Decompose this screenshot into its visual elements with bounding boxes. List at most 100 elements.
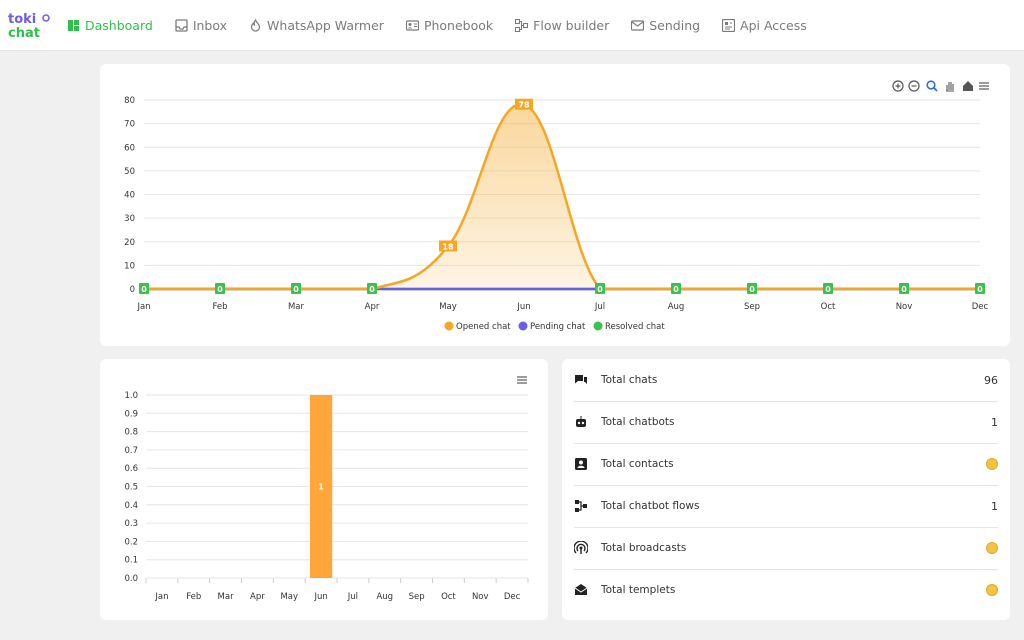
stat-row-total-chatbot-flows: Total chatbot flows 1 xyxy=(574,485,998,528)
data-label: 0 xyxy=(975,283,985,294)
pan-icon[interactable] xyxy=(946,82,954,92)
svg-text:Pending chat: Pending chat xyxy=(530,322,586,332)
chart-legend: Opened chat Pending chat Resolved chat xyxy=(444,321,666,333)
x-tick-label: Jan xyxy=(136,302,150,312)
nav-item-label: Inbox xyxy=(192,17,228,33)
data-label: 78 xyxy=(515,98,533,110)
x-tick-label: May xyxy=(439,302,457,312)
bar[interactable] xyxy=(309,395,333,578)
nav-item-inbox[interactable]: Inbox xyxy=(175,18,227,33)
data-label: 0 xyxy=(291,283,301,294)
top-navbar: toki chat Dashboard Inbox WhatsApp Warmer P… xyxy=(0,0,1024,51)
svg-text:0: 0 xyxy=(749,285,755,294)
y-tick-label: 0.9 xyxy=(124,409,138,419)
x-tick-label: Sep xyxy=(409,592,425,602)
legend-item[interactable]: Opened chat xyxy=(444,321,512,333)
svg-text:0: 0 xyxy=(901,285,907,294)
y-tick-label: 30 xyxy=(124,214,135,224)
nav-item-dashboard[interactable]: Dashboard xyxy=(67,18,153,33)
stats-card: Total chats 96 Total chatbots 1 Total contac… xyxy=(562,359,1010,620)
data-label: 0 xyxy=(671,283,681,294)
robot-icon xyxy=(576,416,586,427)
stat-row-total-contacts: Total contacts xyxy=(574,443,998,486)
data-label: 0 xyxy=(747,283,757,294)
data-label: 0 xyxy=(823,283,833,294)
data-label: 0 xyxy=(595,283,605,294)
svg-text:78: 78 xyxy=(518,101,530,110)
nav-item-label: Flow builder xyxy=(533,17,610,33)
stat-value: 1 xyxy=(991,499,998,513)
y-tick-label: 0.4 xyxy=(124,501,138,511)
data-label: 0 xyxy=(139,283,149,294)
loading-emoji-icon xyxy=(986,458,998,470)
nav-item-sending[interactable]: Sending xyxy=(631,18,700,33)
monthly-bar-chart: 1.0 0.9 0.8 0.7 0.6 0.5 0.4 0.3 0.2 0.1 0.0 Jan Feb M… xyxy=(124,376,529,602)
y-tick-label: 60 xyxy=(124,143,135,153)
contact-card-icon xyxy=(405,19,419,31)
fire-icon xyxy=(250,18,261,32)
template-icon xyxy=(574,584,588,595)
x-tick-label: Aug xyxy=(668,302,685,312)
toki-chat-logo[interactable]: toki chat xyxy=(8,10,52,40)
x-tick-label: Oct xyxy=(441,592,456,602)
inbox-icon xyxy=(175,18,188,32)
nav-item-label: Sending xyxy=(649,17,701,33)
stat-row-total-templets: Total templets xyxy=(574,569,998,611)
x-tick-label: May xyxy=(280,592,298,602)
svg-text:Opened chat: Opened chat xyxy=(456,322,511,332)
stat-label: Total chatbot flows xyxy=(601,500,700,512)
opened-chat-area xyxy=(144,104,980,289)
x-tick-label: Jul xyxy=(347,592,358,602)
x-tick-label: Oct xyxy=(821,302,836,312)
y-tick-label: 0 xyxy=(130,285,135,295)
x-tick-label: Dec xyxy=(504,592,521,602)
x-tick-label: Sep xyxy=(744,302,760,312)
x-tick-label: Apr xyxy=(365,302,380,312)
x-tick-label: Jun xyxy=(313,592,327,602)
bar-chart-card: 1.0 0.9 0.8 0.7 0.6 0.5 0.4 0.3 0.2 0.1 0.0 Jan Feb M… xyxy=(100,359,548,620)
menu-icon[interactable] xyxy=(517,376,527,384)
x-tick-label: Jul xyxy=(594,302,605,312)
y-tick-label: 0.2 xyxy=(124,537,138,547)
svg-text:0: 0 xyxy=(597,285,603,294)
svg-text:0: 0 xyxy=(141,285,147,294)
api-icon xyxy=(722,18,736,32)
y-tick-label: 40 xyxy=(124,191,135,201)
zoom-out-icon[interactable] xyxy=(908,80,920,92)
flow-icon xyxy=(515,18,529,32)
menu-icon[interactable] xyxy=(979,82,989,90)
y-tick-label: 0.8 xyxy=(124,428,138,438)
nav-item-flow-builder[interactable]: Flow builder xyxy=(515,18,609,33)
nav-item-api-access[interactable]: Api Access xyxy=(722,18,807,33)
svg-text:0: 0 xyxy=(293,285,299,294)
y-tick-label: 0.3 xyxy=(124,519,138,529)
y-tick-label: 20 xyxy=(124,238,135,248)
data-label: 0 xyxy=(215,283,225,294)
data-label: 0 xyxy=(367,283,377,294)
loading-emoji-icon xyxy=(986,584,998,596)
stat-value: 96 xyxy=(984,373,998,387)
nav-item-label: Dashboard xyxy=(85,17,153,33)
chats-line-chart-card: 80 70 60 50 40 30 20 10 0 Jan Feb Mar Apr May Jun Jul Au… xyxy=(100,64,1010,346)
zoom-in-icon[interactable] xyxy=(892,80,904,92)
y-tick-label: 70 xyxy=(124,120,135,130)
legend-item[interactable]: Pending chat xyxy=(518,321,586,333)
legend-item[interactable]: Resolved chat xyxy=(593,321,666,333)
nav-item-whatsapp-warmer[interactable]: WhatsApp Warmer xyxy=(249,18,384,33)
nav-item-label: Api Access xyxy=(740,17,807,33)
stat-value: 1 xyxy=(991,415,998,429)
x-tick-label: Jan xyxy=(154,592,168,602)
svg-text:18: 18 xyxy=(442,242,454,251)
x-tick-label: Jun xyxy=(516,302,530,312)
zoom-icon[interactable] xyxy=(926,80,938,92)
loading-emoji-icon xyxy=(986,542,998,554)
stat-label: Total chats xyxy=(601,374,658,386)
nav-item-label: WhatsApp Warmer xyxy=(267,17,384,33)
y-tick-label: 0.0 xyxy=(124,574,138,584)
flow-icon xyxy=(575,500,587,512)
reset-home-icon[interactable] xyxy=(963,81,973,91)
stat-row-total-broadcasts: Total broadcasts xyxy=(574,527,998,570)
nav-item-phonebook[interactable]: Phonebook xyxy=(405,18,493,33)
x-tick-label: Feb xyxy=(212,302,227,312)
